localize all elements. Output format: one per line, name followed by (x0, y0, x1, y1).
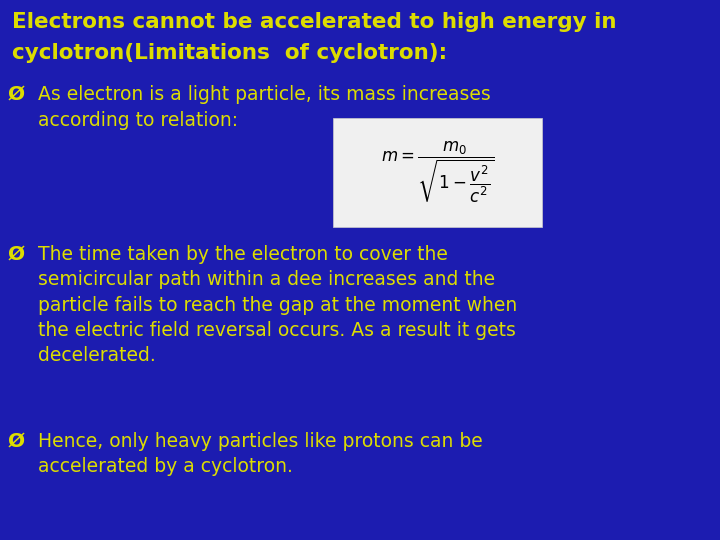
Text: Electrons cannot be accelerated to high energy in: Electrons cannot be accelerated to high … (12, 12, 616, 32)
Text: $m = \dfrac{m_0}{\sqrt{1 - \dfrac{v^2}{c^2}}}$: $m = \dfrac{m_0}{\sqrt{1 - \dfrac{v^2}{c… (381, 139, 494, 206)
Text: The time taken by the electron to cover the
semicircular path within a dee incre: The time taken by the electron to cover … (38, 245, 517, 365)
Text: Ø: Ø (8, 85, 25, 104)
FancyBboxPatch shape (333, 118, 542, 227)
Text: As electron is a light particle, its mass increases: As electron is a light particle, its mas… (38, 85, 491, 104)
Text: cyclotron(Limitations  of cyclotron):: cyclotron(Limitations of cyclotron): (12, 43, 447, 63)
Text: according to relation:: according to relation: (38, 111, 238, 130)
Text: Hence, only heavy particles like protons can be
accelerated by a cyclotron.: Hence, only heavy particles like protons… (38, 432, 482, 476)
Text: Ø: Ø (8, 432, 25, 451)
Text: Ø: Ø (8, 245, 25, 264)
